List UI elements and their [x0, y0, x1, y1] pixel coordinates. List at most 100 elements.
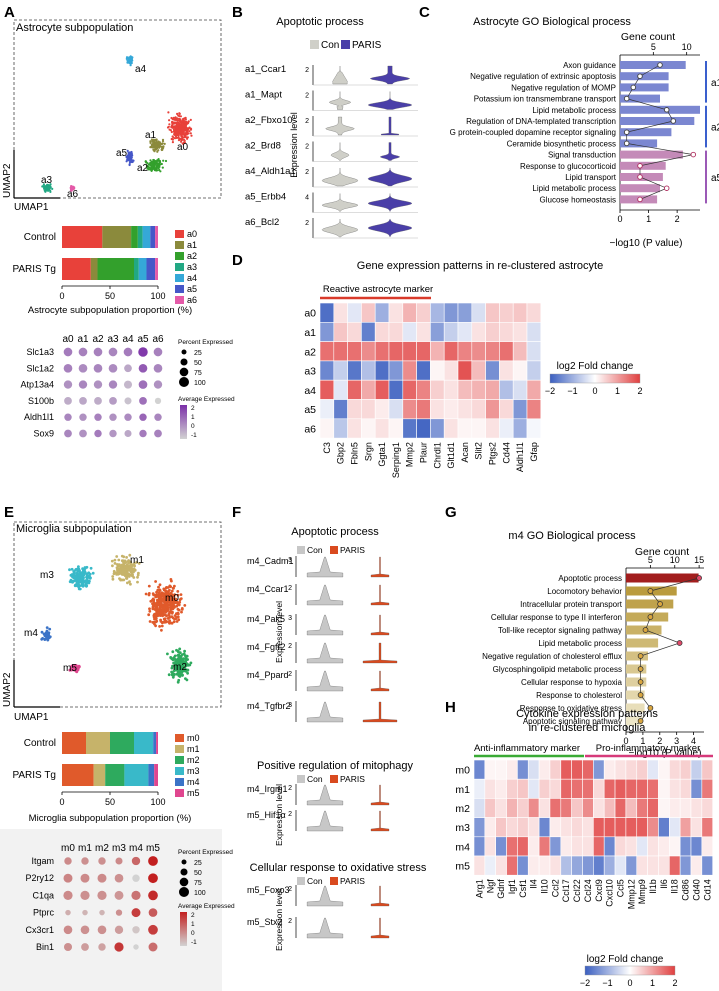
bar-segment: [153, 732, 157, 754]
bar-segment: [150, 226, 156, 248]
umap-point: [184, 127, 188, 130]
heatmap-cell: [333, 341, 348, 362]
heatmap-cell: [512, 418, 528, 439]
heatmap-cell: [679, 817, 692, 838]
heatmap-cell: [658, 798, 670, 818]
panel-b-violins: Apoptotic process Con PARIS Expression l…: [245, 16, 418, 239]
tick-label: 2: [675, 214, 680, 224]
legend-tick: 2: [637, 386, 642, 396]
umap-point: [125, 556, 128, 559]
heatmap-cell: [388, 360, 404, 381]
umap-point: [164, 611, 168, 614]
dot-gene-label: Slc1a2: [26, 363, 54, 373]
umap-point: [127, 151, 130, 154]
heatmap-cell: [517, 778, 529, 799]
dot-mark: [63, 873, 73, 883]
heatmap-cell: [625, 836, 638, 857]
heatmap-col-label: Il18: [670, 879, 680, 894]
bar-segment: [134, 732, 154, 754]
go-bar: [626, 664, 647, 674]
heatmap-cell: [701, 836, 713, 857]
dot-mark: [94, 413, 102, 421]
umap-point: [177, 603, 181, 607]
umap-point: [179, 120, 182, 123]
panel-a-xlabel: UMAP1: [14, 202, 49, 213]
heatmap-cell: [484, 778, 497, 799]
umap-point: [185, 132, 188, 135]
heatmap-cell: [614, 798, 627, 818]
umap-point: [47, 189, 50, 192]
heatmap-row-label: m1: [455, 784, 470, 796]
heatmap-cell: [430, 321, 445, 342]
legend-label: m2: [187, 755, 200, 765]
heatmap-cell: [571, 817, 583, 838]
panel-d-cells: a0 a1 a2 a3 a4 a5 a6 C3 Gbp2 Fbln5 Srgn Ggta1 Serpin…: [304, 302, 542, 478]
umap-point: [170, 595, 174, 599]
umap-point: [154, 620, 158, 624]
panel-e-title: Microglia subpopulation: [16, 523, 132, 535]
dot-column-label: m2: [95, 843, 109, 854]
heatmap-col-label: Csf1: [518, 879, 528, 898]
dot-column-label: a3: [107, 334, 119, 345]
umap-point: [135, 561, 139, 564]
panel-c-xlabel: −log10 (P value): [610, 238, 683, 249]
dot-mark: [63, 942, 73, 952]
heatmap-cell: [319, 341, 335, 362]
dot-mark: [114, 890, 124, 900]
count-point: [670, 118, 677, 124]
violin-y-max: 2: [288, 886, 292, 893]
umap-point: [126, 572, 129, 575]
panel-g-title: m4 GO Biological process: [508, 530, 636, 542]
umap-point: [80, 576, 84, 579]
heatmap-row-label: m2: [455, 803, 470, 815]
heatmap-cell: [443, 379, 459, 400]
dot-mark: [132, 874, 140, 882]
violin-y-max: 2: [305, 144, 309, 151]
go-bar: [620, 72, 669, 81]
go-term-label: Potassium ion transmembrane transport: [474, 95, 617, 104]
heatmap-cell: [473, 798, 486, 818]
umap-point: [154, 617, 158, 620]
bar-a-tick-0: 0: [59, 291, 64, 301]
umap-point: [113, 558, 117, 562]
panel-f-legend2-paris-swatch: [330, 775, 338, 783]
violin-row-label: a6_Bcl2: [245, 217, 279, 228]
umap-point: [78, 574, 82, 577]
heatmap-cell: [319, 399, 335, 420]
heatmap-cell: [388, 399, 404, 420]
panel-g-bars: 0 1 2 3 4 5 10 15 Apoptotic process Locomotory be…: [482, 555, 704, 746]
heatmap-cell: [512, 341, 528, 362]
legend-tick: −2: [580, 978, 590, 988]
heatmap-cell: [571, 798, 583, 818]
umap-point: [167, 111, 170, 114]
heatmap-cell: [457, 341, 473, 362]
heatmap-cell: [457, 360, 473, 381]
count-point: [657, 601, 663, 607]
tick-label: 2: [657, 736, 662, 746]
violin-shape: [379, 142, 401, 161]
umap-point: [151, 597, 155, 601]
umap-point: [153, 159, 156, 162]
umap-point: [172, 620, 176, 624]
heatmap-cell: [603, 855, 616, 876]
umap-point: [148, 609, 152, 613]
heatmap-cell: [361, 302, 376, 323]
panel-b-ylabel: Expression level: [289, 112, 299, 178]
umap-point: [185, 130, 188, 133]
heatmap-row-label: m5: [455, 861, 470, 873]
umap-point: [168, 128, 171, 131]
heatmap-cell: [495, 817, 507, 838]
heatmap-cell: [538, 778, 551, 799]
violin-y-max: 2: [288, 785, 292, 792]
violin-shape: [362, 642, 398, 664]
heatmap-cell: [473, 778, 486, 799]
umap-point: [168, 619, 172, 622]
size-legend-label: 100: [194, 380, 206, 387]
count-point: [690, 151, 697, 158]
bar-segment: [134, 258, 139, 280]
panel-f-legend2-con-swatch: [297, 775, 305, 783]
umap-point: [165, 586, 168, 589]
umap-point: [122, 578, 126, 582]
dot-mark: [154, 429, 162, 438]
dot-column-label: m4: [129, 843, 143, 854]
